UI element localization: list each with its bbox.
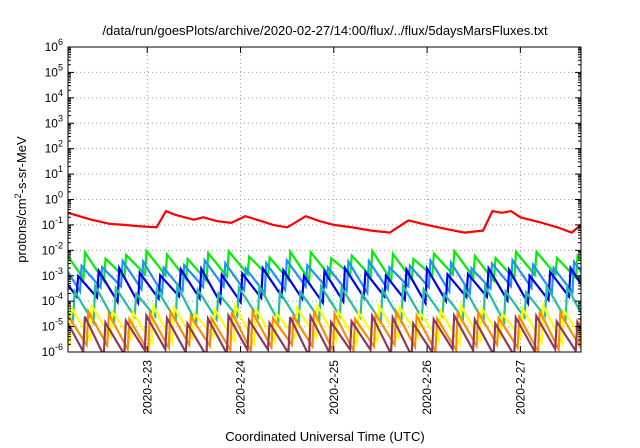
y-tick-base: 10 <box>42 294 56 308</box>
y-tick-exponent: -5 <box>55 317 63 327</box>
x-tick-label: 2020-2-24 <box>234 360 248 415</box>
y-tick-base: 10 <box>45 65 59 79</box>
y-tick-base: 10 <box>45 193 59 207</box>
y-tick-base: 10 <box>45 142 59 156</box>
y-tick-exponent: 5 <box>58 62 63 72</box>
y-axis-title: protons/cm2-s-sr-MeV <box>13 136 29 263</box>
y-tick-exponent: 0 <box>58 190 63 200</box>
y-tick-label: 10-4 <box>42 291 63 308</box>
y-tick-base: 10 <box>45 91 59 105</box>
y-tick-exponent: 3 <box>58 113 63 123</box>
y-tick-base: 10 <box>42 218 56 232</box>
series-line-1 <box>68 209 581 234</box>
y-axis-ticks: 10-610-510-410-310-210-11001011021031041… <box>42 37 581 359</box>
y-tick-label: 10-1 <box>42 215 63 232</box>
y-tick-base: 10 <box>42 243 56 257</box>
y-tick-label: 100 <box>45 190 63 207</box>
series-line-2 <box>68 247 581 285</box>
y-tick-exponent: 2 <box>58 139 63 149</box>
x-tick-label: 2020-2-23 <box>140 360 154 415</box>
chart-title: /data/run/goesPlots/archive/2020-02-27/1… <box>102 23 548 38</box>
y-tick-label: 106 <box>45 37 63 54</box>
y-tick-exponent: -4 <box>55 291 63 301</box>
x-tick-label: 2020-2-25 <box>327 360 341 415</box>
y-tick-base: 10 <box>42 269 56 283</box>
series-line-8 <box>68 311 581 352</box>
y-tick-base: 10 <box>42 345 56 359</box>
y-tick-label: 102 <box>45 139 63 156</box>
y-tick-exponent: -2 <box>55 240 63 250</box>
series-layer <box>68 209 581 352</box>
y-tick-base: 10 <box>45 167 59 181</box>
y-tick-base: 10 <box>42 320 56 334</box>
x-axis-ticks: 2020-2-23 2020-2-24 2020-2-25 2020-2-26 2020… <box>140 47 527 415</box>
y-tick-label: 101 <box>45 164 63 181</box>
y-tick-label: 10-2 <box>42 240 63 257</box>
y-tick-base: 10 <box>45 40 59 54</box>
x-tick-label: 2020-2-27 <box>513 360 527 415</box>
y-tick-label: 10-3 <box>42 266 63 283</box>
y-tick-exponent: 4 <box>58 88 63 98</box>
y-tick-label: 10-5 <box>42 317 63 334</box>
x-tick-label: 2020-2-26 <box>420 360 434 415</box>
y-tick-label: 105 <box>45 62 63 79</box>
y-tick-exponent: -6 <box>55 342 63 352</box>
y-tick-label: 10-6 <box>42 342 63 359</box>
y-tick-exponent: -3 <box>55 266 63 276</box>
y-tick-base: 10 <box>45 116 59 130</box>
y-tick-label: 104 <box>45 88 63 105</box>
y-tick-exponent: 6 <box>58 37 63 47</box>
y-tick-exponent: 1 <box>58 164 63 174</box>
y-tick-exponent: -1 <box>55 215 63 225</box>
y-tick-label: 103 <box>45 113 63 130</box>
x-axis-title: Coordinated Universal Time (UTC) <box>225 429 424 444</box>
